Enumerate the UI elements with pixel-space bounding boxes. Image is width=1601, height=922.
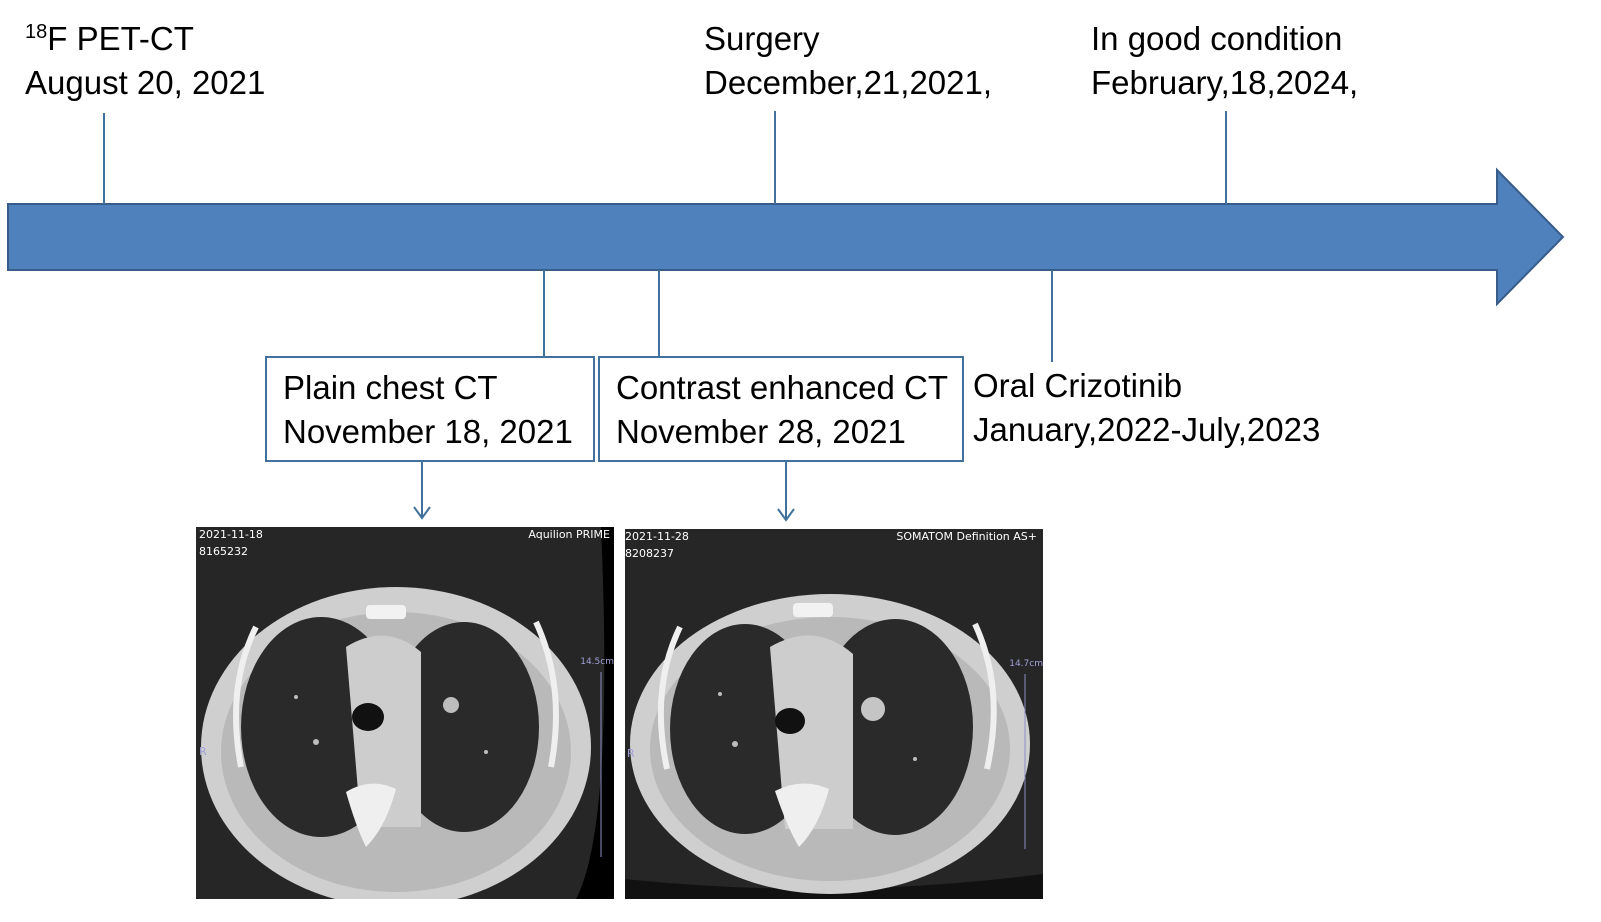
event-surgery: Surgery December,21,2021, xyxy=(704,17,992,105)
ct2-date: 2021-11-28 xyxy=(625,530,689,543)
event-plain-ct-title: Plain chest CT xyxy=(283,369,498,406)
ct2-scanner: SOMATOM Definition AS+ xyxy=(896,530,1037,543)
ct1-id: 8165232 xyxy=(199,545,248,558)
event-contrast-ct-date: November 28, 2021 xyxy=(616,413,906,450)
event-contrast-ct-title: Contrast enhanced CT xyxy=(616,369,949,406)
event-plain-ct-date: November 18, 2021 xyxy=(283,413,573,450)
event-pet-ct-date: August 20, 2021 xyxy=(25,64,266,101)
event-contrast-ct-box: Contrast enhanced CT November 28, 2021 xyxy=(598,356,964,462)
event-crizotinib-date: January,2022-July,2023 xyxy=(973,411,1321,448)
event-good-condition: In good condition February,18,2024, xyxy=(1091,17,1358,105)
ct-scan-drawing xyxy=(625,529,1043,899)
ct2-scale: 14.7cm xyxy=(1009,659,1043,669)
event-good-condition-date: February,18,2024, xyxy=(1091,64,1359,101)
ct-image-plain: 2021-11-18 8165232 Aquilion PRIME 14.5cm… xyxy=(196,527,614,899)
event-good-condition-title: In good condition xyxy=(1091,20,1343,57)
event-surgery-date: December,21,2021, xyxy=(704,64,993,101)
ct1-scanner: Aquilion PRIME xyxy=(528,528,610,541)
event-crizotinib-title: Oral Crizotinib xyxy=(973,367,1183,404)
event-pet-ct-title: F PET-CT xyxy=(47,20,194,57)
ct-scan-drawing xyxy=(196,527,614,899)
ct1-scale: 14.5cm xyxy=(580,657,614,667)
ct-image-contrast: 2021-11-28 8208237 SOMATOM Definition AS… xyxy=(625,529,1043,899)
event-crizotinib: Oral Crizotinib January,2022-July,2023 xyxy=(973,364,1320,452)
ct1-date: 2021-11-18 xyxy=(199,528,263,541)
arrow-to-image-1 xyxy=(413,462,431,520)
ct2-id: 8208237 xyxy=(625,547,674,560)
event-surgery-title: Surgery xyxy=(704,20,820,57)
isotope-superscript: 18 xyxy=(25,21,48,43)
timeline-arrow xyxy=(7,167,1565,307)
ct2-side: R xyxy=(627,747,635,760)
arrow-to-image-2 xyxy=(777,462,795,522)
event-plain-ct-box: Plain chest CT November 18, 2021 xyxy=(265,356,595,462)
ct1-side: R xyxy=(199,745,207,758)
event-pet-ct: 18F PET-CT August 20, 2021 xyxy=(25,17,265,105)
